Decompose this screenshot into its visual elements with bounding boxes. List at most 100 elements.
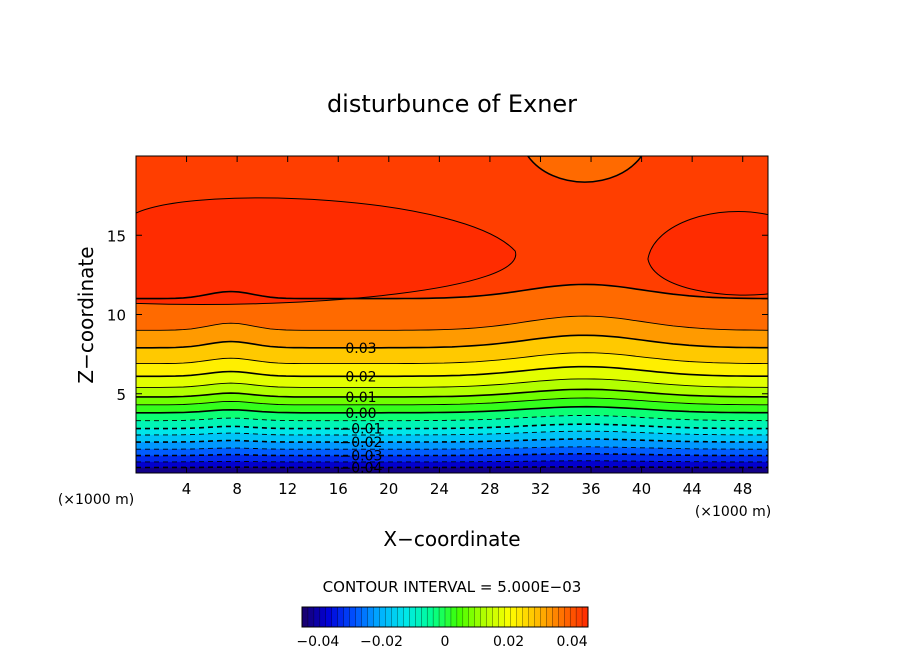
colorbar-cell — [319, 606, 327, 628]
colorbar-cell — [426, 606, 434, 628]
contour-interval-text: CONTOUR INTERVAL = 5.000E−03 — [323, 578, 582, 596]
contour-line — [136, 283, 768, 300]
colorbar-cell — [403, 606, 410, 628]
colorbar-cell — [486, 606, 494, 628]
z-tick-label: 5 — [116, 386, 126, 404]
colorbar-cell — [552, 606, 559, 628]
colorbar-cell — [569, 606, 577, 628]
x-tick-label: 12 — [278, 480, 297, 498]
colorbar-cell — [349, 606, 357, 628]
contour-line — [136, 334, 768, 349]
colorbar — [301, 606, 589, 628]
colorbar-tick-label: 0 — [441, 634, 450, 650]
contour-label: 0.03 — [345, 341, 376, 357]
colorbar-cell — [534, 606, 541, 628]
contour-line — [136, 378, 768, 388]
colorbar-cell — [343, 606, 351, 628]
x-tick-label: 48 — [733, 480, 752, 498]
contour-line — [136, 397, 768, 406]
contour-labels: 0.03 0.02 0.010.00−0.01−0.02−0.03−0.04 — [340, 341, 383, 477]
x-tick-label: 44 — [683, 480, 702, 498]
colorbar-cell — [575, 606, 583, 628]
z-tick-label: 10 — [107, 307, 126, 325]
x-tick-label: 8 — [232, 480, 242, 498]
x-tick-label: 4 — [182, 480, 192, 498]
colorbar-cell — [367, 606, 374, 628]
x-axis-label: X−coordinate — [383, 527, 520, 551]
colorbar-cell — [421, 606, 428, 628]
colorbar-cell — [432, 606, 440, 628]
contour-label: 0.02 — [345, 369, 376, 385]
contour-line — [136, 415, 768, 422]
colorbar-cell — [492, 606, 500, 628]
color-bands — [136, 156, 768, 473]
color-band — [136, 466, 768, 473]
contour-lines — [136, 156, 768, 469]
z-tick-label: 15 — [107, 227, 126, 245]
colorbar-cell — [468, 606, 476, 628]
colorbar-cell — [480, 606, 488, 628]
contour-line — [136, 315, 768, 331]
contour-line — [136, 460, 768, 463]
colorbar-cell — [438, 606, 446, 628]
colorbar-cell — [337, 606, 345, 628]
colorbar-frame — [301, 606, 589, 628]
colorbar-cell — [325, 606, 333, 628]
contour-line — [136, 405, 768, 414]
contour-line — [136, 388, 768, 398]
colorbar-cell — [504, 606, 511, 628]
contour-label: −0.02 — [340, 435, 383, 451]
colorbar-tick-label: −0.04 — [296, 634, 339, 650]
contour-line — [136, 365, 768, 378]
x-tick-label: 36 — [581, 480, 600, 498]
colorbar-cell — [331, 606, 339, 628]
colorbar-cell — [307, 606, 315, 628]
contour-label: −0.01 — [340, 422, 383, 438]
x-tick-label: 40 — [632, 480, 651, 498]
colorbar-cell — [546, 606, 553, 628]
colorbar-tick-label: 0.02 — [493, 634, 524, 650]
colorbar-cell — [498, 606, 506, 628]
x-tick-label: 32 — [531, 480, 550, 498]
chart-title: disturbunce of Exner — [327, 90, 577, 118]
contour-line — [136, 352, 768, 365]
colorbar-cell — [456, 606, 464, 628]
colorbar-cell — [516, 606, 523, 628]
colorbar-cell — [409, 606, 416, 628]
colorbar-cell — [450, 606, 458, 628]
x-tick-label: 28 — [480, 480, 499, 498]
contour-line — [136, 438, 768, 443]
colorbar-cell — [581, 606, 589, 628]
colorbar-cell — [522, 606, 529, 628]
colorbar-cell — [462, 606, 470, 628]
x-tick-label: 16 — [329, 480, 348, 498]
contour-line — [136, 453, 768, 457]
x-tick-label: 24 — [430, 480, 449, 498]
contour-line — [136, 430, 768, 436]
colorbar-cell — [301, 606, 309, 628]
x-axis-ticks: 4 8 12 16 20 24 28 32 36 40 44 48 — [182, 156, 752, 498]
colorbar-cell — [510, 606, 517, 628]
colorbar-cell — [540, 606, 547, 628]
contour-line — [526, 156, 643, 183]
z-axis-ticks: 5 10 15 — [107, 227, 768, 404]
x-tick-label: 20 — [379, 480, 398, 498]
contour-line — [136, 446, 768, 450]
colorbar-cell — [558, 606, 565, 628]
colorbar-tick-label: −0.02 — [360, 634, 403, 650]
x-unit-label-left: (×1000 m) — [58, 492, 134, 508]
colorbar-cell — [313, 606, 321, 628]
z-axis-label: Z−coordinate — [74, 246, 98, 383]
contour-label: 0.01 — [345, 390, 376, 406]
plot-area — [136, 156, 768, 473]
colorbar-cell — [474, 606, 482, 628]
colorbar-cell — [415, 606, 422, 628]
colorbar-cell — [444, 606, 452, 628]
colorbar-ticks: −0.04 −0.02 0 0.02 0.04 — [296, 634, 587, 650]
colorbar-cell — [379, 606, 386, 628]
contour-label: 0.00 — [345, 406, 376, 422]
colorbar-cell — [391, 606, 398, 628]
colorbar-cell — [564, 606, 571, 628]
contour-line — [647, 211, 768, 296]
